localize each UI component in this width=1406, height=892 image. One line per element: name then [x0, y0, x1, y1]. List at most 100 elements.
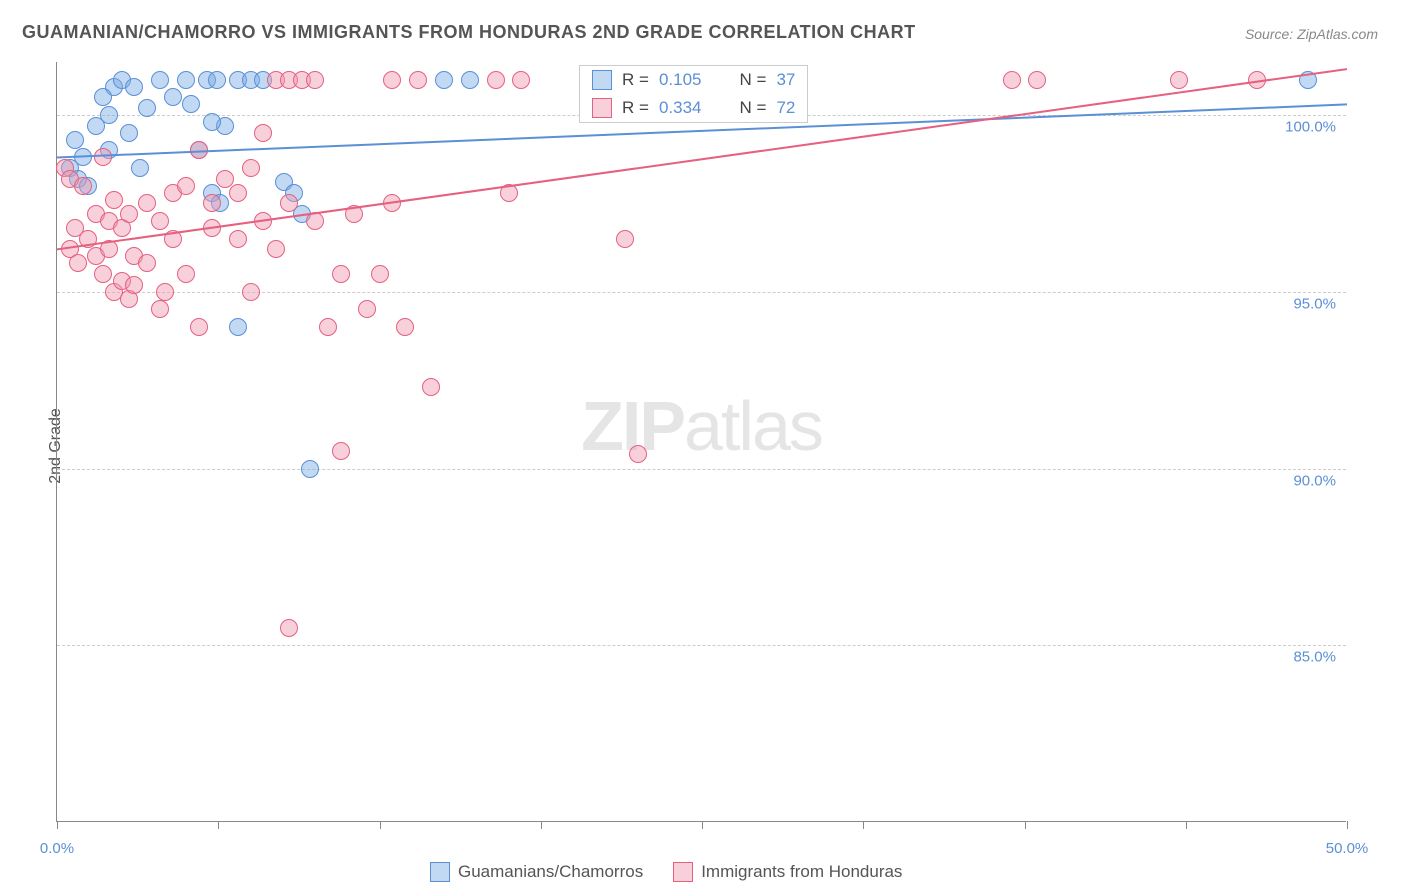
data-point — [182, 95, 200, 113]
r-value: 0.105 — [659, 70, 702, 90]
data-point — [66, 131, 84, 149]
legend-swatch — [430, 862, 450, 882]
data-point — [332, 442, 350, 460]
r-label: R = — [622, 98, 649, 118]
legend-item: Guamanians/Chamorros — [430, 862, 643, 882]
data-point — [177, 265, 195, 283]
legend-label: Immigrants from Honduras — [701, 862, 902, 882]
data-point — [319, 318, 337, 336]
data-point — [629, 445, 647, 463]
data-point — [242, 283, 260, 301]
data-point — [151, 71, 169, 89]
x-tick-mark — [57, 821, 58, 829]
n-label: N = — [740, 98, 767, 118]
plot-area: ZIPatlas 85.0%90.0%95.0%100.0%0.0%50.0%R… — [56, 62, 1346, 822]
data-point — [125, 276, 143, 294]
y-tick-label: 95.0% — [1293, 295, 1336, 312]
data-point — [371, 265, 389, 283]
data-point — [164, 88, 182, 106]
x-tick-mark — [218, 821, 219, 829]
data-point — [203, 194, 221, 212]
x-tick-label: 50.0% — [1326, 840, 1369, 857]
data-point — [280, 194, 298, 212]
correlation-stats-box: R = 0.105 N = 37 R = 0.334 N = 72 — [579, 65, 808, 123]
r-label: R = — [622, 70, 649, 90]
data-point — [69, 254, 87, 272]
x-tick-mark — [541, 821, 542, 829]
x-tick-mark — [1186, 821, 1187, 829]
data-point — [512, 71, 530, 89]
data-point — [301, 460, 319, 478]
y-tick-label: 85.0% — [1293, 649, 1336, 666]
legend-item: Immigrants from Honduras — [673, 862, 902, 882]
data-point — [94, 88, 112, 106]
chart-title: GUAMANIAN/CHAMORRO VS IMMIGRANTS FROM HO… — [22, 22, 916, 43]
data-point — [177, 177, 195, 195]
data-point — [120, 124, 138, 142]
data-point — [396, 318, 414, 336]
legend-swatch — [673, 862, 693, 882]
x-tick-mark — [863, 821, 864, 829]
data-point — [151, 212, 169, 230]
gridline — [57, 469, 1346, 470]
watermark: ZIPatlas — [581, 386, 822, 466]
x-tick-mark — [1025, 821, 1026, 829]
data-point — [74, 177, 92, 195]
data-point — [151, 300, 169, 318]
data-point — [131, 159, 149, 177]
data-point — [100, 106, 118, 124]
x-tick-mark — [1347, 821, 1348, 829]
data-point — [461, 71, 479, 89]
data-point — [267, 240, 285, 258]
data-point — [254, 212, 272, 230]
source-attribution: Source: ZipAtlas.com — [1245, 26, 1378, 42]
stats-row: R = 0.334 N = 72 — [580, 94, 807, 122]
data-point — [345, 205, 363, 223]
data-point — [254, 124, 272, 142]
data-point — [203, 219, 221, 237]
data-point — [164, 230, 182, 248]
data-point — [383, 194, 401, 212]
data-point — [409, 71, 427, 89]
legend: Guamanians/Chamorros Immigrants from Hond… — [430, 862, 902, 882]
data-point — [177, 71, 195, 89]
data-point — [1248, 71, 1266, 89]
data-point — [125, 78, 143, 96]
data-point — [94, 148, 112, 166]
n-value: 37 — [776, 70, 795, 90]
data-point — [120, 205, 138, 223]
r-value: 0.334 — [659, 98, 702, 118]
data-point — [190, 318, 208, 336]
data-point — [332, 265, 350, 283]
x-tick-label: 0.0% — [40, 840, 74, 857]
data-point — [156, 283, 174, 301]
x-tick-mark — [380, 821, 381, 829]
data-point — [138, 194, 156, 212]
data-point — [94, 265, 112, 283]
data-point — [358, 300, 376, 318]
data-point — [208, 71, 226, 89]
data-point — [435, 71, 453, 89]
data-point — [280, 619, 298, 637]
data-point — [242, 159, 260, 177]
data-point — [190, 141, 208, 159]
data-point — [79, 230, 97, 248]
data-point — [616, 230, 634, 248]
data-point — [138, 99, 156, 117]
stats-row: R = 0.105 N = 37 — [580, 66, 807, 94]
data-point — [487, 71, 505, 89]
series-swatch — [592, 98, 612, 118]
data-point — [100, 240, 118, 258]
legend-label: Guamanians/Chamorros — [458, 862, 643, 882]
data-point — [229, 318, 247, 336]
gridline — [57, 645, 1346, 646]
n-label: N = — [740, 70, 767, 90]
n-value: 72 — [776, 98, 795, 118]
data-point — [422, 378, 440, 396]
data-point — [383, 71, 401, 89]
data-point — [1170, 71, 1188, 89]
data-point — [74, 148, 92, 166]
y-tick-label: 100.0% — [1285, 119, 1336, 136]
data-point — [500, 184, 518, 202]
data-point — [203, 113, 221, 131]
